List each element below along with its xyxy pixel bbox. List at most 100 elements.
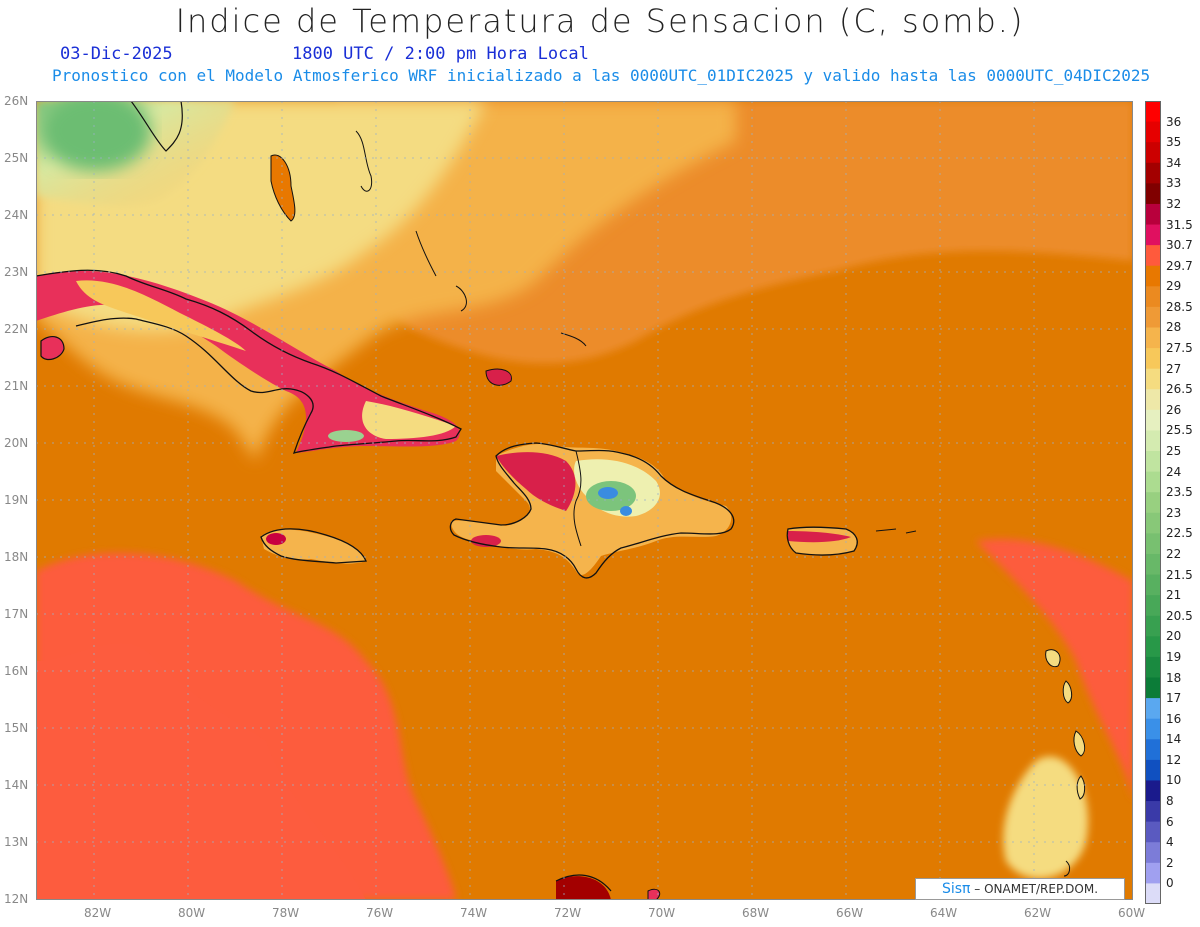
colorbar-swatch	[1145, 121, 1161, 143]
cordillera-blue	[598, 487, 618, 499]
colorbar-swatch	[1145, 698, 1161, 720]
south-haiti-red	[471, 535, 501, 547]
lon-label: 64W	[930, 906, 958, 920]
east-warm-band	[976, 539, 1133, 801]
colorbar-swatch	[1145, 451, 1161, 473]
model-subtitle: Pronostico con el Modelo Atmosferico WRF…	[52, 66, 1151, 85]
colorbar-label: 33	[1166, 176, 1182, 191]
colorbar-label: 31.5	[1166, 217, 1193, 232]
colorbar-swatch	[1145, 553, 1161, 576]
lat-label: 18N	[4, 550, 29, 564]
colorbar-swatch	[1145, 842, 1161, 864]
colorbar-label: 4	[1166, 835, 1174, 850]
colorbar-swatch	[1145, 739, 1161, 761]
colorbar-label: 25.5	[1166, 423, 1193, 438]
colorbar-swatch	[1145, 492, 1161, 514]
colorbar-label: 8	[1166, 794, 1174, 809]
colorbar-label: 26	[1166, 402, 1182, 417]
colorbar-label: 36	[1166, 114, 1182, 129]
colorbar-swatch	[1145, 533, 1161, 555]
cordillera-blue-2	[620, 506, 632, 516]
colorbar-label: 16	[1166, 711, 1182, 726]
colorbar-swatch	[1145, 327, 1161, 349]
cuba-coastline	[36, 269, 462, 454]
colorbar-label: 32	[1166, 196, 1182, 211]
map-title: Indice de Temperatura de Sensacion (C, s…	[175, 2, 1025, 40]
lat-label: 17N	[4, 607, 29, 621]
colorbar-swatch	[1145, 224, 1161, 246]
colorbar-swatch	[1145, 718, 1161, 740]
colorbar-swatch	[1145, 471, 1161, 493]
colorbar-label: 22	[1166, 546, 1182, 561]
colorbar-label: 14	[1166, 732, 1182, 747]
jamaica-coastline	[260, 528, 367, 564]
lon-label: 82W	[84, 906, 112, 920]
colorbar-swatch	[1145, 595, 1161, 617]
colorbar-label: 35	[1166, 135, 1182, 150]
st-lucia	[1076, 775, 1086, 800]
hispaniola-coastline	[449, 442, 735, 579]
colorbar-label: 27.5	[1166, 341, 1193, 356]
map-frame	[36, 101, 1133, 900]
graticule	[36, 101, 1133, 900]
lat-label: 22N	[4, 322, 29, 336]
colorbar-swatch	[1145, 368, 1161, 390]
lon-label: 62W	[1024, 906, 1052, 920]
lon-label: 80W	[178, 906, 206, 920]
colorbar-swatch	[1145, 759, 1161, 781]
lat-label: 15N	[4, 721, 29, 735]
lon-label: 74W	[460, 906, 488, 920]
colorbar-label: 17	[1166, 691, 1182, 706]
colorbar-label: 2	[1166, 855, 1174, 870]
colorbar-swatch	[1145, 348, 1161, 370]
southwest-warm-region-2	[36, 643, 366, 900]
colorbar-label: 26.5	[1166, 382, 1193, 397]
aruba	[647, 888, 661, 900]
lesser-antilles-pale	[1003, 756, 1088, 879]
lon-label: 66W	[836, 906, 864, 920]
lon-label: 76W	[366, 906, 394, 920]
guadeloupe	[1045, 649, 1061, 668]
andros-island	[270, 154, 296, 222]
colorbar-swatch	[1145, 574, 1161, 596]
colorbar-label: 12	[1166, 752, 1182, 767]
lat-label: 20N	[4, 436, 29, 450]
jamaica-field	[261, 529, 366, 564]
virgin-islands	[875, 528, 917, 534]
colorbar-label: 23.5	[1166, 485, 1193, 500]
grenada	[1063, 860, 1071, 877]
colorbar-swatch	[1145, 245, 1161, 267]
isla-juventud	[40, 335, 65, 361]
colorbar-label: 25	[1166, 444, 1182, 459]
haiti-dr-border	[573, 450, 582, 547]
lon-label: 78W	[272, 906, 300, 920]
colorbar-swatch	[1145, 677, 1161, 699]
colorbar-swatch	[1145, 615, 1161, 637]
lat-label: 13N	[4, 835, 29, 849]
colorbar-label: 21	[1166, 588, 1182, 603]
colorbar-label: 23	[1166, 505, 1182, 520]
colorbar-label: 0	[1166, 876, 1174, 891]
colorbar-swatch	[1145, 306, 1161, 328]
colorbar-swatch	[1145, 389, 1161, 411]
colorbar-swatch	[1145, 821, 1161, 843]
colorbar-swatch	[1145, 512, 1161, 534]
puerto-rico-red	[788, 531, 851, 543]
eleuthera	[355, 130, 373, 192]
colorbar-swatch	[1145, 265, 1161, 287]
great-inagua	[485, 368, 512, 386]
lat-label: 23N	[4, 265, 29, 279]
colorbar-swatch	[1145, 203, 1161, 226]
colorbar-swatch	[1145, 430, 1161, 452]
lon-label: 68W	[742, 906, 770, 920]
colorbar-label: 30.7	[1166, 238, 1193, 253]
venezuela-coast-red	[556, 876, 611, 900]
colorbar-swatch	[1145, 656, 1161, 679]
colorbar-label: 24	[1166, 464, 1182, 479]
lon-label: 60W	[1118, 906, 1146, 920]
colorbar-label: 18	[1166, 670, 1182, 685]
colorbar-swatch	[1145, 780, 1161, 802]
colorbar	[1145, 101, 1161, 904]
heat-index-map	[36, 101, 1133, 900]
colorbar-swatch	[1145, 183, 1161, 205]
